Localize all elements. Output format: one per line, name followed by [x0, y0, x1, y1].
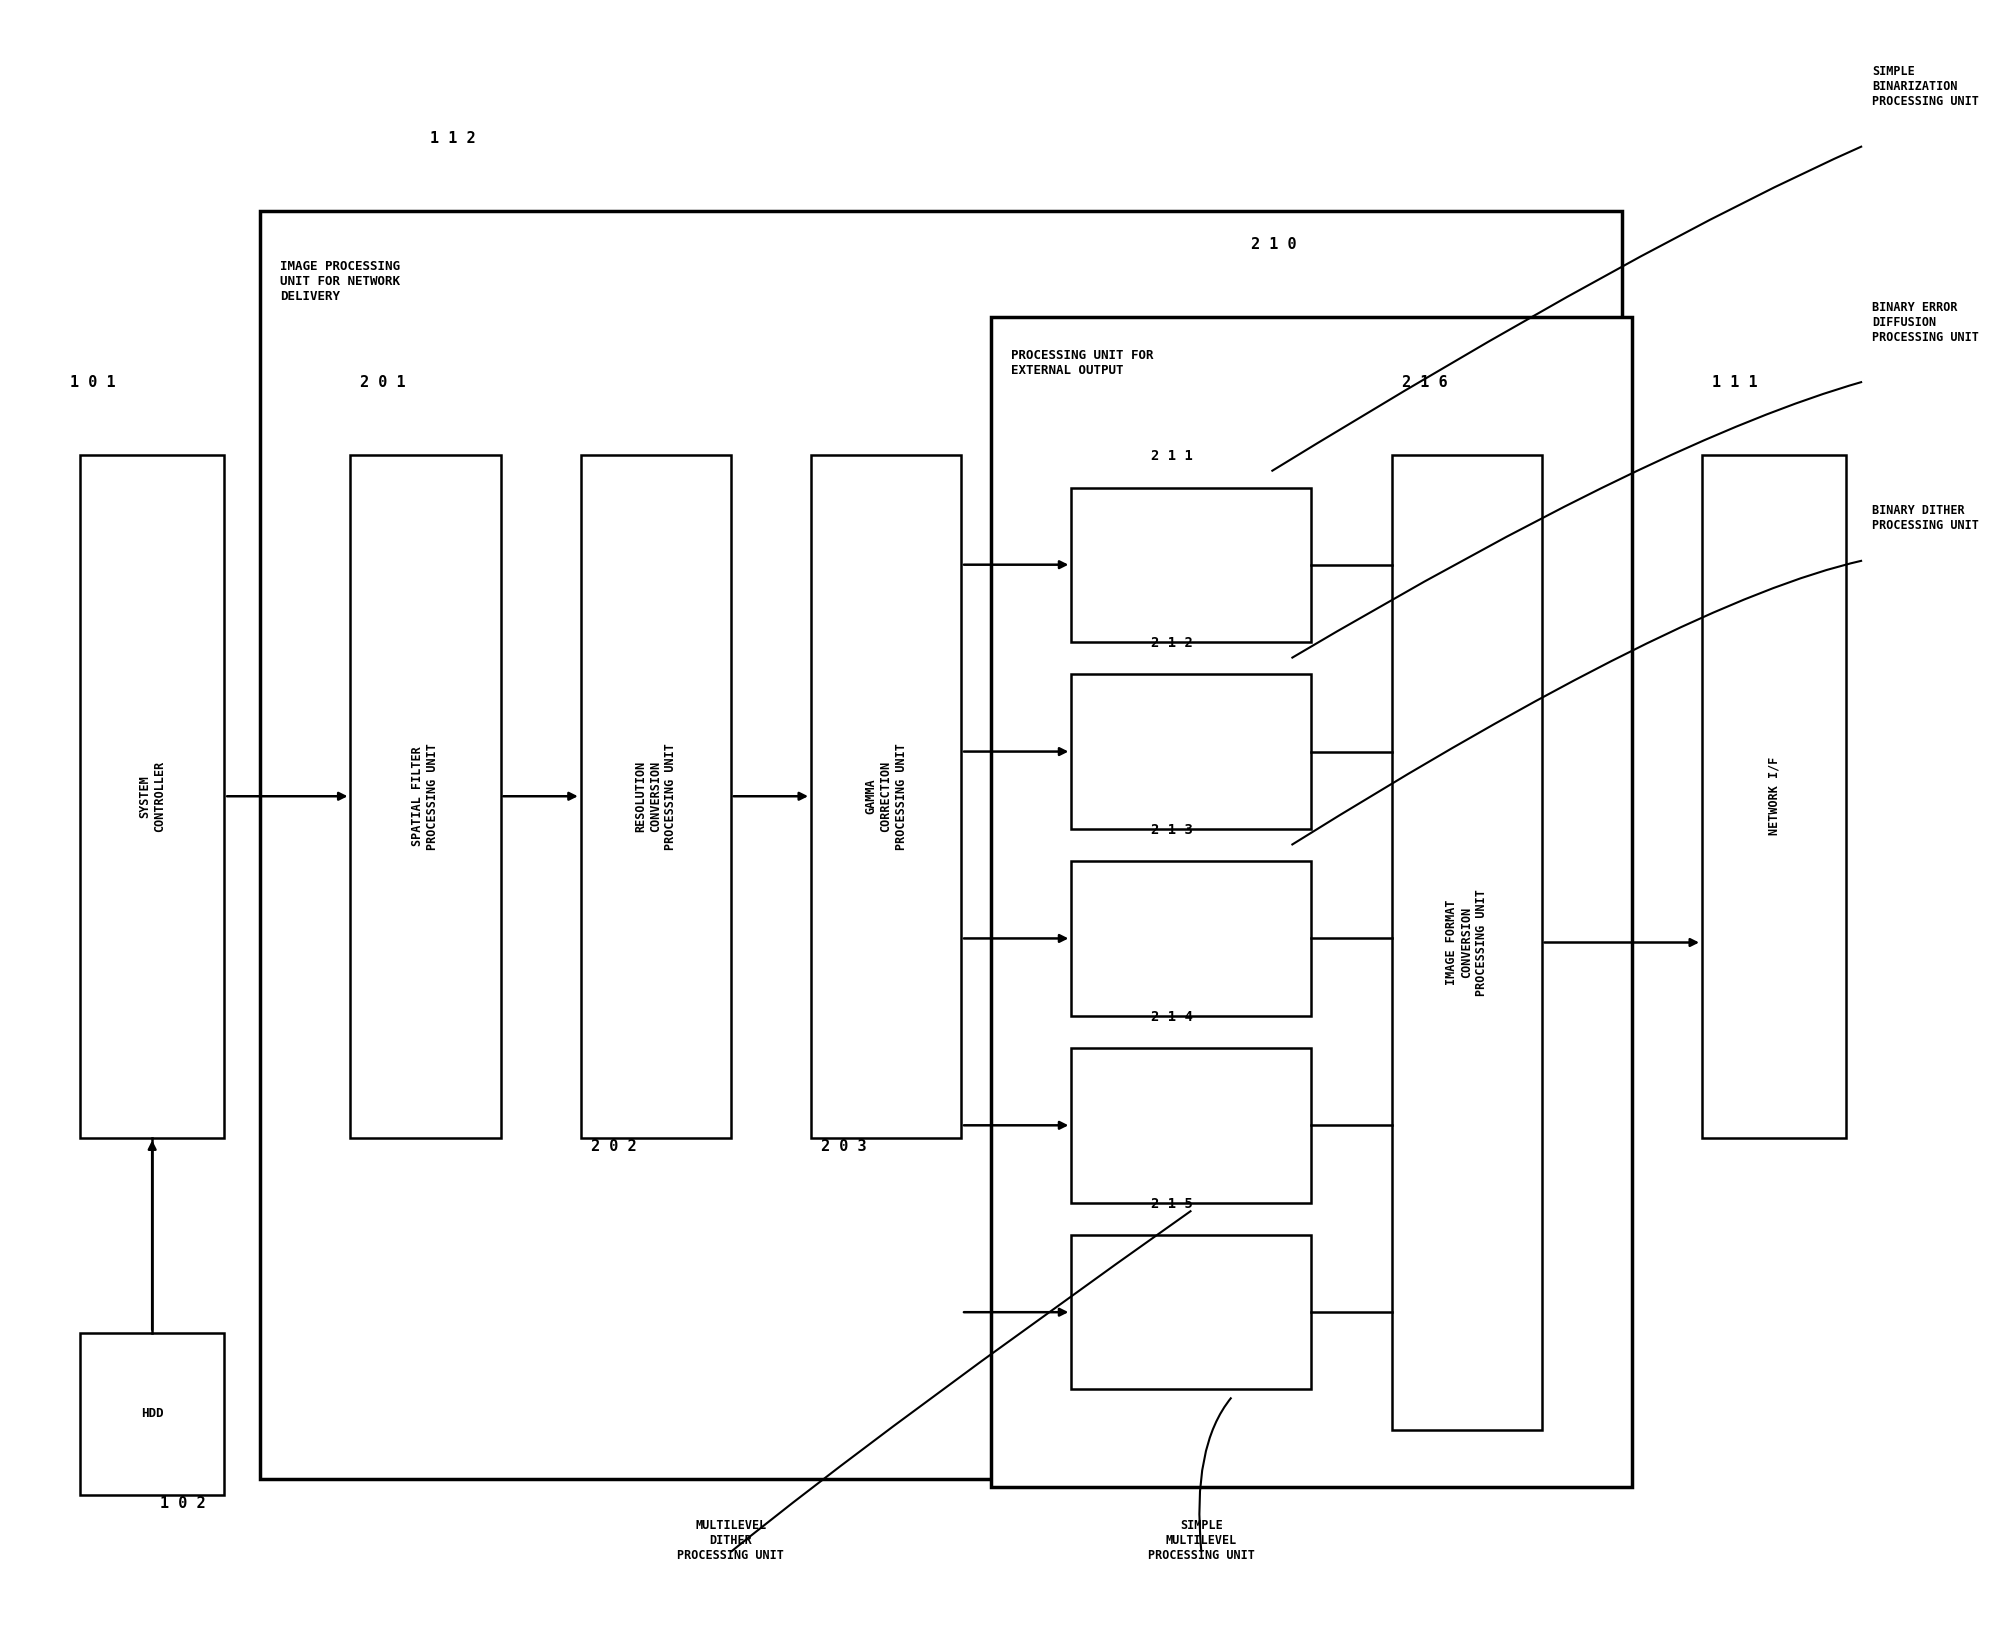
FancyBboxPatch shape: [80, 455, 225, 1138]
Text: GAMMA
CORRECTION
PROCESSING UNIT: GAMMA CORRECTION PROCESSING UNIT: [865, 743, 907, 850]
Text: IMAGE FORMAT
CONVERSION
PROCESSING UNIT: IMAGE FORMAT CONVERSION PROCESSING UNIT: [1445, 889, 1487, 996]
Text: 2 1 0: 2 1 0: [1250, 237, 1297, 252]
Text: 2 1 6: 2 1 6: [1401, 375, 1447, 390]
Text: IMAGE PROCESSING
UNIT FOR NETWORK
DELIVERY: IMAGE PROCESSING UNIT FOR NETWORK DELIVE…: [281, 260, 399, 302]
Text: 2 0 1: 2 0 1: [359, 375, 405, 390]
FancyBboxPatch shape: [80, 1332, 225, 1495]
Text: BINARY DITHER
PROCESSING UNIT: BINARY DITHER PROCESSING UNIT: [1871, 504, 1979, 531]
FancyBboxPatch shape: [1070, 861, 1311, 1016]
Text: SPATIAL FILTER
PROCESSING UNIT: SPATIAL FILTER PROCESSING UNIT: [411, 743, 440, 850]
Text: 2 1 5: 2 1 5: [1150, 1196, 1192, 1211]
FancyBboxPatch shape: [991, 317, 1632, 1487]
Text: 1 1 1: 1 1 1: [1712, 375, 1756, 390]
Text: NETWORK I/F: NETWORK I/F: [1766, 757, 1780, 835]
FancyBboxPatch shape: [261, 211, 1622, 1479]
Text: 2 1 2: 2 1 2: [1150, 635, 1192, 650]
FancyBboxPatch shape: [1391, 455, 1541, 1430]
FancyBboxPatch shape: [351, 455, 500, 1138]
Text: SYSTEM
CONTROLLER: SYSTEM CONTROLLER: [138, 760, 167, 832]
Text: 2 1 1: 2 1 1: [1150, 449, 1192, 463]
Text: 2 0 3: 2 0 3: [821, 1139, 867, 1154]
Text: SIMPLE
BINARIZATION
PROCESSING UNIT: SIMPLE BINARIZATION PROCESSING UNIT: [1871, 65, 1979, 107]
FancyBboxPatch shape: [1070, 674, 1311, 829]
FancyBboxPatch shape: [1070, 1235, 1311, 1389]
Text: 1 0 1: 1 0 1: [70, 375, 116, 390]
FancyBboxPatch shape: [1702, 455, 1844, 1138]
Text: 2 0 2: 2 0 2: [590, 1139, 636, 1154]
FancyBboxPatch shape: [580, 455, 731, 1138]
Text: 2 1 4: 2 1 4: [1150, 1009, 1192, 1024]
Text: HDD: HDD: [140, 1407, 163, 1420]
FancyBboxPatch shape: [1070, 488, 1311, 642]
Text: MULTILEVEL
DITHER
PROCESSING UNIT: MULTILEVEL DITHER PROCESSING UNIT: [676, 1519, 785, 1562]
Text: PROCESSING UNIT FOR
EXTERNAL OUTPUT: PROCESSING UNIT FOR EXTERNAL OUTPUT: [1012, 349, 1154, 377]
Text: RESOLUTION
CONVERSION
PROCESSING UNIT: RESOLUTION CONVERSION PROCESSING UNIT: [634, 743, 676, 850]
Text: 2 1 3: 2 1 3: [1150, 822, 1192, 837]
Text: 1 0 2: 1 0 2: [161, 1497, 205, 1511]
Text: 1 1 2: 1 1 2: [429, 132, 476, 146]
FancyBboxPatch shape: [1070, 1048, 1311, 1202]
Text: BINARY ERROR
DIFFUSION
PROCESSING UNIT: BINARY ERROR DIFFUSION PROCESSING UNIT: [1871, 301, 1979, 343]
Text: SIMPLE
MULTILEVEL
PROCESSING UNIT: SIMPLE MULTILEVEL PROCESSING UNIT: [1148, 1519, 1254, 1562]
FancyBboxPatch shape: [811, 455, 961, 1138]
